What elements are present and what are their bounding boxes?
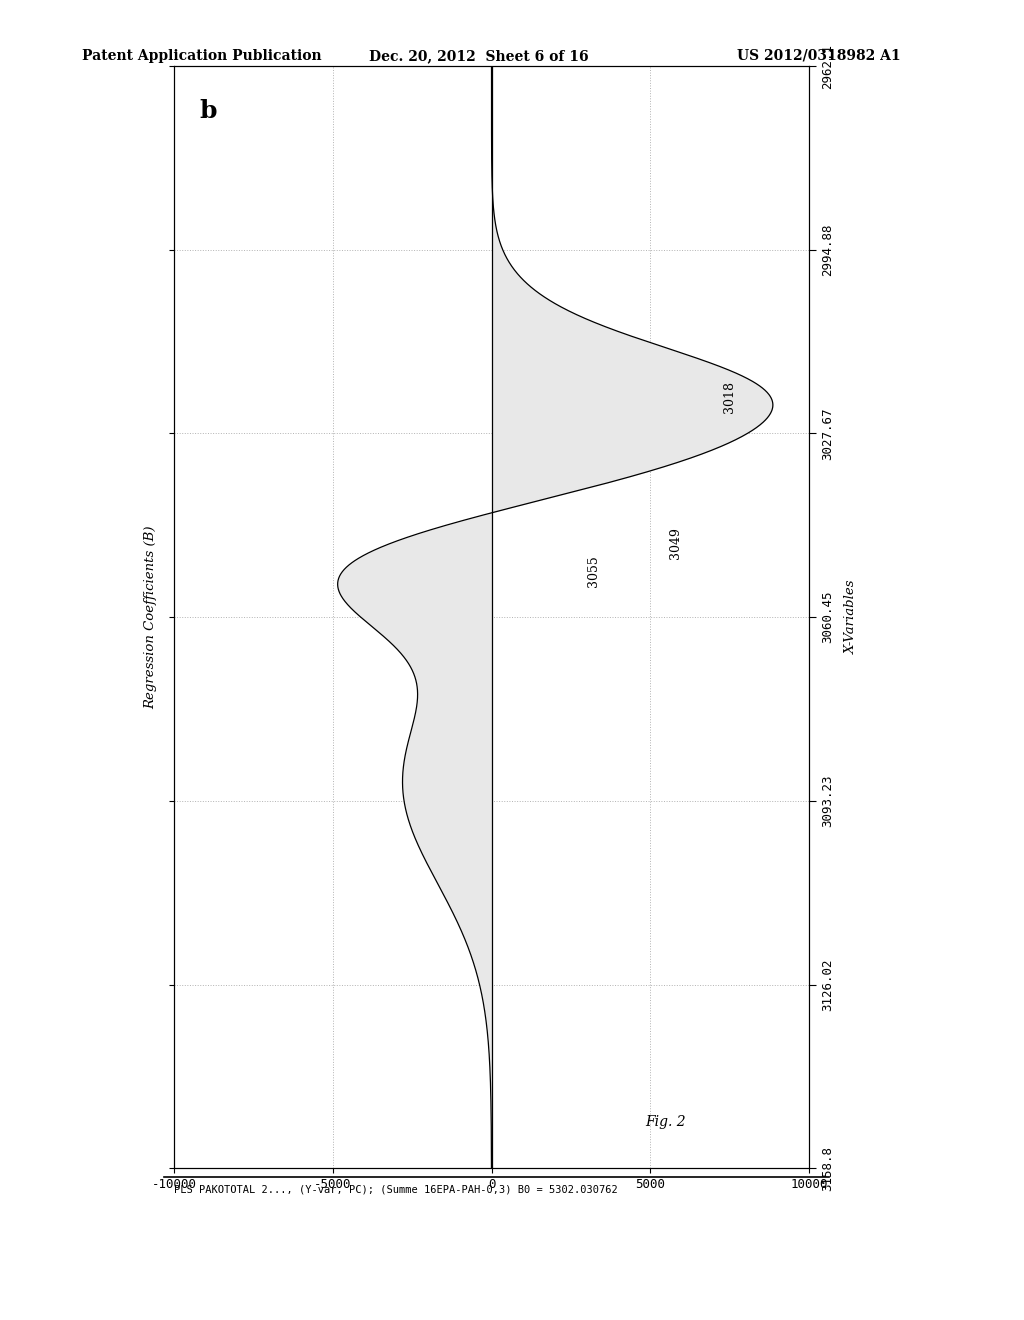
Text: Dec. 20, 2012  Sheet 6 of 16: Dec. 20, 2012 Sheet 6 of 16 xyxy=(369,49,588,63)
Text: PLS PAKOTOTAL 2..., (Y-var, PC); (Summe 16EPA-PAH-0,3) B0 = 5302.030762: PLS PAKOTOTAL 2..., (Y-var, PC); (Summe … xyxy=(174,1184,617,1195)
Text: 3055: 3055 xyxy=(587,554,600,586)
Y-axis label: Regression Coefficients (B): Regression Coefficients (B) xyxy=(144,525,158,709)
Text: US 2012/0318982 A1: US 2012/0318982 A1 xyxy=(737,49,901,63)
Y-axis label: X-Variables: X-Variables xyxy=(845,579,858,655)
Text: 3049: 3049 xyxy=(669,527,682,558)
Text: Patent Application Publication: Patent Application Publication xyxy=(82,49,322,63)
Text: 3018: 3018 xyxy=(723,381,736,413)
Text: b: b xyxy=(200,99,217,123)
Text: Fig. 2: Fig. 2 xyxy=(645,1115,686,1130)
